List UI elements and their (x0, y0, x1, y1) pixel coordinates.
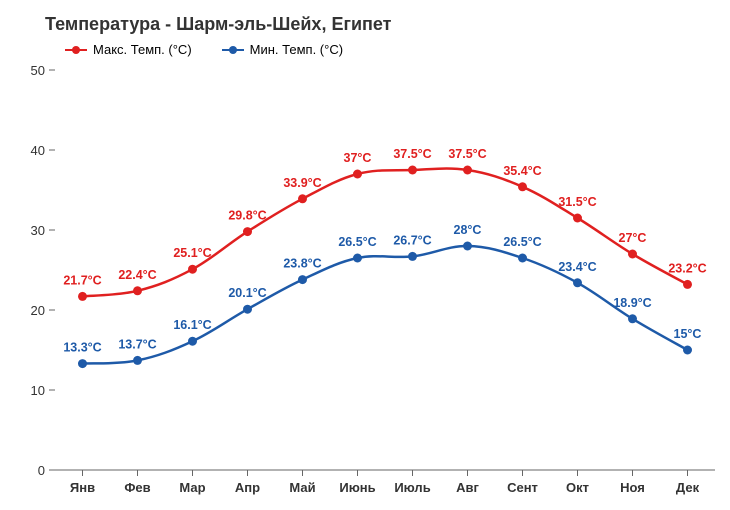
x-tick-label: Июнь (339, 480, 375, 495)
data-label-min: 26.5°C (338, 235, 376, 249)
y-tick-label: 40 (31, 143, 45, 158)
legend-item-min: Мин. Темп. (°C) (222, 42, 343, 57)
y-tick-label: 50 (31, 63, 45, 78)
data-label-min: 18.9°C (613, 296, 651, 310)
series-marker-min (188, 337, 197, 346)
y-tick-label: 0 (38, 463, 45, 478)
data-label-max: 25.1°C (173, 246, 211, 260)
series-marker-min (243, 305, 252, 314)
series-marker-max (463, 166, 472, 175)
series-marker-min (628, 314, 637, 323)
data-label-max: 29.8°C (228, 209, 266, 223)
series-line-min (83, 246, 688, 364)
x-tick-label: Дек (676, 480, 700, 495)
data-label-max: 27°C (619, 231, 647, 245)
series-marker-max (628, 250, 637, 259)
x-tick-label: Май (289, 480, 315, 495)
data-label-min: 13.7°C (118, 337, 156, 351)
legend-label-max: Макс. Темп. (°C) (93, 42, 192, 57)
series-marker-min (353, 254, 362, 263)
data-label-max: 31.5°C (558, 195, 596, 209)
series-marker-max (408, 166, 417, 175)
x-tick-label: Апр (235, 480, 260, 495)
data-label-min: 23.8°C (283, 257, 321, 271)
series-marker-min (133, 356, 142, 365)
y-tick-label: 10 (31, 383, 45, 398)
series-marker-min (518, 254, 527, 263)
legend-swatch-max (65, 45, 87, 55)
legend-item-max: Макс. Темп. (°C) (65, 42, 192, 57)
series-marker-max (353, 170, 362, 179)
data-label-min: 15°C (674, 327, 702, 341)
data-label-max: 22.4°C (118, 268, 156, 282)
y-tick-label: 20 (31, 303, 45, 318)
x-tick-label: Окт (566, 480, 589, 495)
data-label-min: 16.1°C (173, 318, 211, 332)
data-label-min: 13.3°C (63, 341, 101, 355)
data-label-min: 23.4°C (558, 260, 596, 274)
x-tick-label: Июль (394, 480, 430, 495)
series-marker-max (133, 286, 142, 295)
data-label-max: 37°C (344, 151, 372, 165)
x-tick-label: Ноя (620, 480, 645, 495)
series-marker-min (408, 252, 417, 261)
data-label-max: 37.5°C (448, 147, 486, 161)
series-marker-min (298, 275, 307, 284)
data-label-min: 20.1°C (228, 286, 266, 300)
data-label-max: 35.4°C (503, 164, 541, 178)
legend-label-min: Мин. Темп. (°C) (250, 42, 343, 57)
x-tick-label: Мар (179, 480, 205, 495)
legend-swatch-min (222, 45, 244, 55)
data-label-max: 21.7°C (63, 273, 101, 287)
y-tick-label: 30 (31, 223, 45, 238)
data-label-min: 28°C (454, 223, 482, 237)
series-marker-min (573, 278, 582, 287)
series-marker-min (683, 346, 692, 355)
x-tick-label: Авг (456, 480, 479, 495)
series-marker-min (463, 242, 472, 251)
data-label-min: 26.5°C (503, 235, 541, 249)
series-marker-min (78, 359, 87, 368)
legend: Макс. Темп. (°C) Мин. Темп. (°C) (65, 42, 343, 57)
data-label-max: 37.5°C (393, 147, 431, 161)
series-marker-max (243, 227, 252, 236)
series-marker-max (298, 194, 307, 203)
chart-container: Температура - Шарм-эль-Шейх, Египет Макс… (0, 0, 730, 510)
series-marker-max (188, 265, 197, 274)
x-tick-label: Сент (507, 480, 538, 495)
data-label-max: 33.9°C (283, 176, 321, 190)
chart-svg: 0 10 20 30 40 50 Янв Фев Мар Апр Май Июнь Июль Авг Сен… (0, 0, 730, 510)
series-marker-max (683, 280, 692, 289)
series-marker-max (518, 182, 527, 191)
series-marker-max (78, 292, 87, 301)
data-label-max: 23.2°C (668, 261, 706, 275)
data-label-min: 26.7°C (393, 233, 431, 247)
series-line-max (83, 168, 688, 296)
x-tick-label: Янв (70, 480, 95, 495)
x-tick-label: Фев (124, 480, 150, 495)
chart-title: Температура - Шарм-эль-Шейх, Египет (45, 14, 391, 35)
series-marker-max (573, 214, 582, 223)
